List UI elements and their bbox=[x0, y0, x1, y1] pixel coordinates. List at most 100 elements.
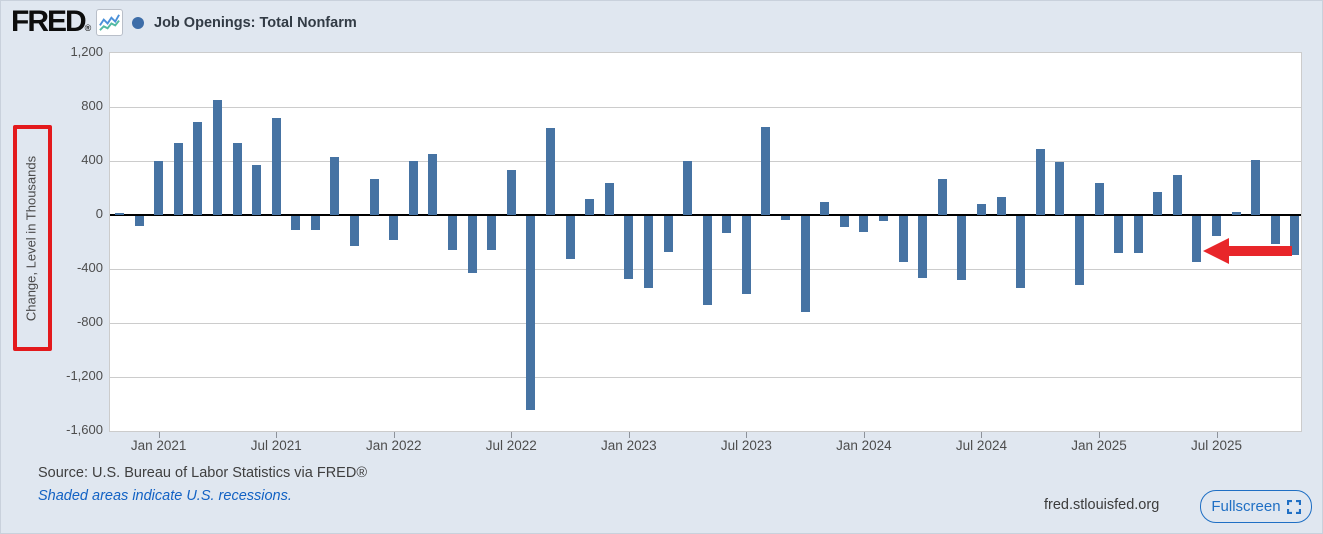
chart-bar[interactable] bbox=[683, 161, 693, 215]
chart-bar[interactable] bbox=[781, 216, 791, 221]
x-tick-mark bbox=[158, 432, 160, 438]
x-tick-label: Jan 2024 bbox=[836, 438, 892, 453]
chart-bar[interactable] bbox=[232, 143, 242, 215]
chart-bar[interactable] bbox=[761, 127, 771, 215]
chart-bar[interactable] bbox=[976, 203, 986, 215]
annotation-rectangle bbox=[13, 125, 52, 351]
chart-bar[interactable] bbox=[565, 216, 575, 259]
chart-bar[interactable] bbox=[957, 216, 967, 281]
x-tick-label: Jul 2024 bbox=[955, 438, 1007, 453]
chart-bar[interactable] bbox=[800, 216, 810, 312]
x-tick-mark bbox=[511, 432, 513, 438]
annotation-arrow bbox=[1203, 238, 1292, 264]
source-text: Source: U.S. Bureau of Labor Statistics … bbox=[38, 465, 368, 481]
chart-bar[interactable] bbox=[879, 216, 888, 222]
chart-bar[interactable] bbox=[859, 216, 869, 232]
chart-bar[interactable] bbox=[996, 196, 1006, 215]
chart-bar[interactable] bbox=[271, 117, 281, 215]
chart-bar[interactable] bbox=[173, 143, 183, 215]
chart-bar[interactable] bbox=[310, 216, 320, 231]
chart-bar[interactable] bbox=[918, 216, 928, 279]
chart-bar[interactable] bbox=[604, 182, 614, 215]
chart-bar[interactable] bbox=[585, 198, 595, 215]
x-tick-label: Jan 2022 bbox=[365, 438, 422, 453]
x-tick-mark bbox=[628, 432, 630, 438]
x-tick-mark bbox=[1216, 432, 1218, 438]
chart-bar[interactable] bbox=[1114, 216, 1124, 254]
chart-bar[interactable] bbox=[1251, 159, 1261, 215]
chart-bar[interactable] bbox=[1231, 212, 1241, 215]
chart-bar[interactable] bbox=[467, 216, 477, 273]
fred-site-link[interactable]: fred.stlouisfed.org bbox=[1044, 497, 1160, 513]
y-tick-label: -800 bbox=[76, 314, 103, 329]
gridline bbox=[110, 376, 1301, 378]
fred-sparkline-icon bbox=[96, 9, 123, 36]
chart-bar[interactable] bbox=[1172, 174, 1182, 215]
chart-bar[interactable] bbox=[1035, 148, 1045, 215]
gridline bbox=[110, 322, 1301, 324]
x-tick-label: Jul 2025 bbox=[1191, 438, 1243, 453]
chart-bar[interactable] bbox=[937, 179, 947, 215]
y-tick-label: -1,600 bbox=[66, 422, 103, 437]
chart-bar[interactable] bbox=[643, 216, 653, 288]
y-tick-label: 0 bbox=[95, 206, 103, 221]
chart-bar[interactable] bbox=[1133, 216, 1143, 254]
chart-bar[interactable] bbox=[134, 216, 144, 227]
recession-note-link[interactable]: Shaded areas indicate U.S. recessions. bbox=[38, 488, 292, 504]
chart-bar[interactable] bbox=[820, 202, 830, 215]
chart-bar[interactable] bbox=[428, 153, 438, 215]
chart-bar[interactable] bbox=[1153, 192, 1163, 215]
chart-bar[interactable] bbox=[1192, 216, 1202, 262]
chart-bar[interactable] bbox=[526, 216, 536, 410]
chart-bar[interactable] bbox=[1094, 183, 1104, 215]
chart-bar[interactable] bbox=[291, 216, 301, 230]
x-tick-mark bbox=[981, 432, 983, 438]
chart-bar[interactable] bbox=[389, 216, 399, 241]
chart-bar[interactable] bbox=[1270, 216, 1280, 245]
chart-bar[interactable] bbox=[839, 216, 849, 227]
registered-mark: ® bbox=[84, 23, 92, 33]
fred-logo[interactable]: FRED® bbox=[11, 5, 92, 38]
chart-bar[interactable] bbox=[252, 165, 262, 215]
x-tick-label: Jan 2021 bbox=[130, 438, 187, 453]
chart-bar[interactable] bbox=[545, 127, 555, 215]
chart-bar[interactable] bbox=[369, 178, 379, 215]
gridline bbox=[110, 160, 1301, 162]
chart-bar[interactable] bbox=[115, 212, 124, 215]
x-tick-label: Jul 2022 bbox=[485, 438, 537, 453]
x-tick-mark bbox=[393, 432, 395, 438]
chart-bar[interactable] bbox=[898, 216, 908, 262]
gridline bbox=[110, 106, 1301, 108]
chart-bar[interactable] bbox=[624, 216, 634, 279]
x-tick-mark bbox=[276, 432, 278, 438]
x-tick-mark bbox=[1099, 432, 1100, 438]
chart-bar[interactable] bbox=[722, 216, 732, 233]
chart-bar[interactable] bbox=[448, 216, 458, 250]
chart-bar[interactable] bbox=[1212, 216, 1222, 237]
series-legend-marker bbox=[132, 17, 144, 29]
chart-bar[interactable] bbox=[702, 216, 712, 306]
y-tick-label: 400 bbox=[81, 152, 103, 167]
chart-bar[interactable] bbox=[193, 121, 203, 215]
chart-bar[interactable] bbox=[741, 216, 751, 294]
chart-bar[interactable] bbox=[1055, 161, 1065, 215]
y-tick-label: 800 bbox=[81, 98, 103, 113]
x-tick-label: Jan 2023 bbox=[601, 438, 657, 453]
fullscreen-button[interactable]: Fullscreen bbox=[1200, 490, 1312, 523]
chart-bar[interactable] bbox=[1074, 216, 1084, 285]
chart-bar[interactable] bbox=[154, 161, 164, 215]
chart-bar[interactable] bbox=[1290, 216, 1300, 256]
chart-bar[interactable] bbox=[330, 156, 340, 215]
chart-bar[interactable] bbox=[212, 99, 222, 215]
x-tick-label: Jul 2021 bbox=[250, 438, 302, 453]
chart-bar[interactable] bbox=[408, 161, 418, 215]
chart-bar[interactable] bbox=[1016, 216, 1026, 288]
chart-bar[interactable] bbox=[350, 216, 360, 247]
x-tick-label: Jan 2025 bbox=[1071, 438, 1127, 453]
y-tick-label: -400 bbox=[76, 260, 103, 275]
chart-bar[interactable] bbox=[487, 216, 497, 251]
chart-bar[interactable] bbox=[506, 170, 516, 215]
plot-area[interactable] bbox=[109, 52, 1302, 432]
chart-bar[interactable] bbox=[663, 216, 673, 252]
